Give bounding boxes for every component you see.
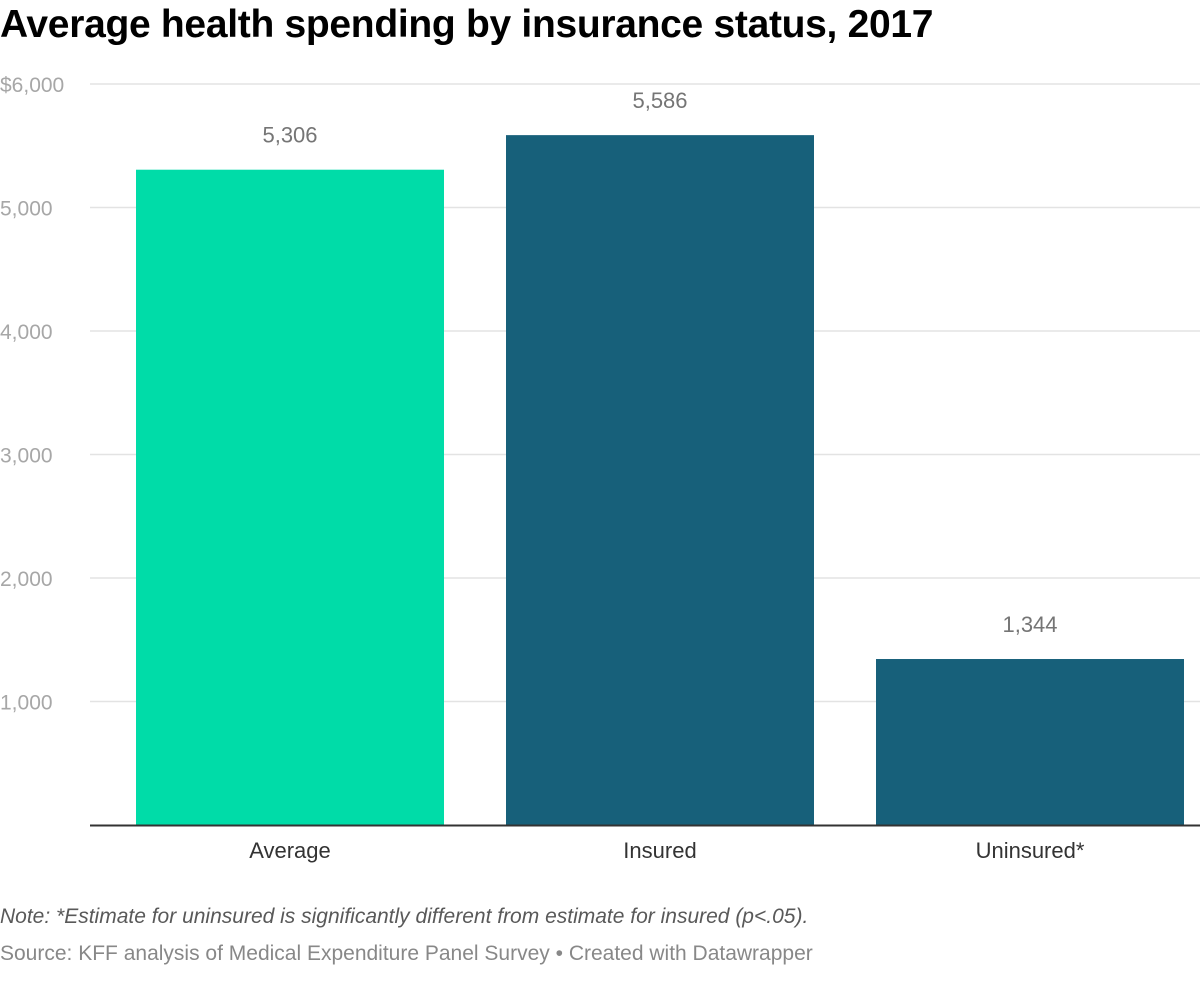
source-prefix: Source:: [0, 942, 79, 965]
y-tick-label: 2,000: [0, 568, 53, 591]
category-label: Average: [249, 838, 331, 863]
bars: [136, 135, 1184, 826]
x-axis-categories: Average Insured Uninsured*: [249, 838, 1085, 863]
bar-average: [136, 169, 444, 826]
value-label: 5,586: [632, 88, 687, 113]
category-label: Insured: [623, 838, 696, 863]
value-labels: 5,306 5,586 1,344: [262, 88, 1057, 637]
value-label: 1,344: [1002, 612, 1057, 637]
value-label: 5,306: [262, 123, 317, 148]
category-label: Uninsured*: [976, 838, 1085, 863]
bar-uninsured: [876, 659, 1184, 825]
y-tick-label: $6,000: [0, 74, 64, 97]
y-tick-label: 3,000: [0, 445, 53, 468]
chart-source: Source: KFF analysis of Medical Expendit…: [0, 940, 813, 968]
datawrapper-credit-link[interactable]: Created with Datawrapper: [568, 942, 813, 965]
y-tick-label: 1,000: [0, 692, 53, 715]
y-axis-ticks: 1,000 2,000 3,000 4,000 5,000 $6,000: [0, 74, 64, 715]
bar-insured: [506, 135, 814, 825]
chart-note: Note: *Estimate for uninsured is signifi…: [0, 905, 809, 928]
chart-title: Average health spending by insurance sta…: [0, 3, 934, 46]
source-text: KFF analysis of Medical Expenditure Pane…: [78, 942, 550, 965]
y-tick-label: 5,000: [0, 198, 53, 221]
y-tick-label: 4,000: [0, 321, 53, 344]
source-separator: •: [549, 942, 569, 965]
